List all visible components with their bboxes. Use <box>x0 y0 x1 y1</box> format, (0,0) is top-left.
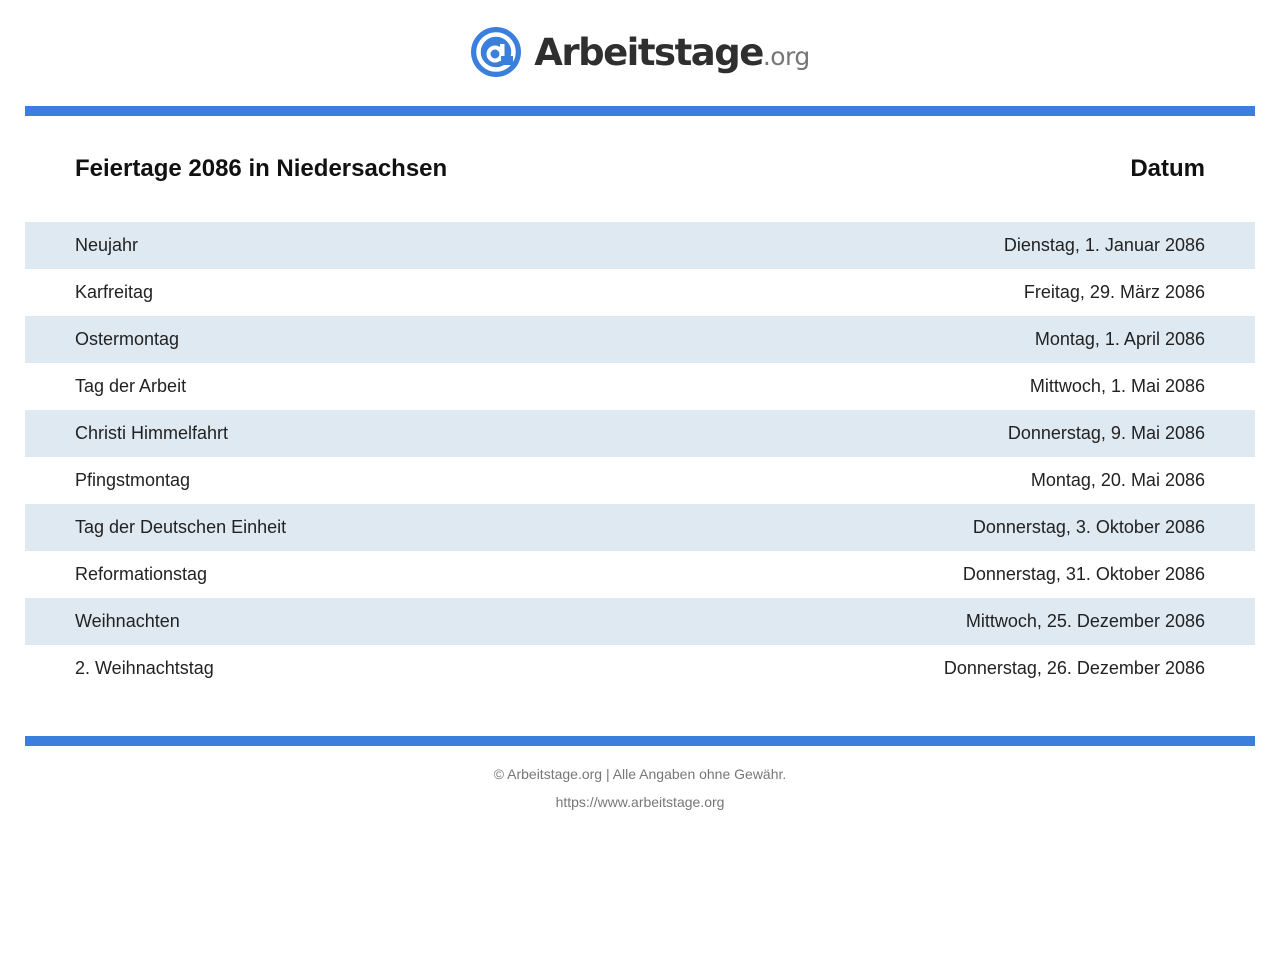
holiday-date: Freitag, 29. März 2086 <box>1023 282 1205 302</box>
holiday-name: Karfreitag <box>75 282 154 302</box>
table-row: Neujahr Dienstag, 1. Januar 2086 <box>25 222 1255 269</box>
holiday-date: Montag, 1. April 2086 <box>1034 329 1205 349</box>
table-row: Reformationstag Donnerstag, 31. Oktober 2… <box>25 551 1255 598</box>
holiday-name: Reformationstag <box>75 564 208 584</box>
holiday-date: Donnerstag, 26. Dezember 2086 <box>943 658 1205 678</box>
logo-tld: .org <box>762 41 810 71</box>
logo-text: Arbeitstage .org <box>534 31 810 74</box>
table-row: 2. Weihnachtstag Donnerstag, 26. Dezember… <box>25 645 1255 692</box>
holiday-name: Pfingstmontag <box>75 470 191 490</box>
holiday-table: Feiertage 2086 in Niedersachsen Datum Ne… <box>25 116 1255 736</box>
top-divider-bar <box>25 106 1255 116</box>
table-header: Feiertage 2086 in Niedersachsen Datum <box>25 116 1255 222</box>
at-sign-logo-icon <box>471 27 522 77</box>
holiday-date: Mittwoch, 25. Dezember 2086 <box>965 611 1205 631</box>
holiday-date: Donnerstag, 9. Mai 2086 <box>1007 423 1205 443</box>
footer: © Arbeitstage.org | Alle Angaben ohne Ge… <box>0 746 1280 810</box>
site-header: Arbeitstage .org <box>0 0 1280 106</box>
table-row: Tag der Arbeit Mittwoch, 1. Mai 2086 <box>25 363 1255 410</box>
table-row: Christi Himmelfahrt Donnerstag, 9. Mai 20… <box>25 410 1255 457</box>
holiday-name: Tag der Arbeit <box>75 376 187 396</box>
holiday-date: Donnerstag, 3. Oktober 2086 <box>972 517 1205 537</box>
holiday-date: Donnerstag, 31. Oktober 2086 <box>962 564 1205 584</box>
holiday-name: Weihnachten <box>75 611 180 631</box>
holiday-name: 2. Weihnachtstag <box>75 658 214 678</box>
bottom-divider-bar <box>25 736 1255 746</box>
holiday-date: Montag, 20. Mai 2086 <box>1030 470 1205 490</box>
table-title: Feiertage 2086 in Niedersachsen <box>75 155 448 182</box>
table-row: Pfingstmontag Montag, 20. Mai 2086 <box>25 457 1255 504</box>
holiday-date: Dienstag, 1. Januar 2086 <box>1003 235 1205 255</box>
holiday-name: Neujahr <box>75 235 139 255</box>
holiday-name: Ostermontag <box>75 329 180 349</box>
footer-url[interactable]: https://www.arbeitstage.org <box>555 794 725 810</box>
table-row: Ostermontag Montag, 1. April 2086 <box>25 316 1255 363</box>
site-logo[interactable]: Arbeitstage .org <box>470 26 810 78</box>
holiday-name: Tag der Deutschen Einheit <box>75 517 287 537</box>
holiday-name: Christi Himmelfahrt <box>75 423 229 443</box>
table-body: Neujahr Dienstag, 1. Januar 2086 Karfreita… <box>25 222 1255 736</box>
table-row: Weihnachten Mittwoch, 25. Dezember 2086 <box>25 598 1255 645</box>
date-column-header: Datum <box>1130 155 1205 182</box>
logo-name: Arbeitstage <box>534 30 764 74</box>
table-row: Tag der Deutschen Einheit Donnerstag, 3. … <box>25 504 1255 551</box>
table-row: Karfreitag Freitag, 29. März 2086 <box>25 269 1255 316</box>
footer-copyright: © Arbeitstage.org | Alle Angaben ohne Ge… <box>493 766 787 782</box>
holiday-date: Mittwoch, 1. Mai 2086 <box>1029 376 1205 396</box>
